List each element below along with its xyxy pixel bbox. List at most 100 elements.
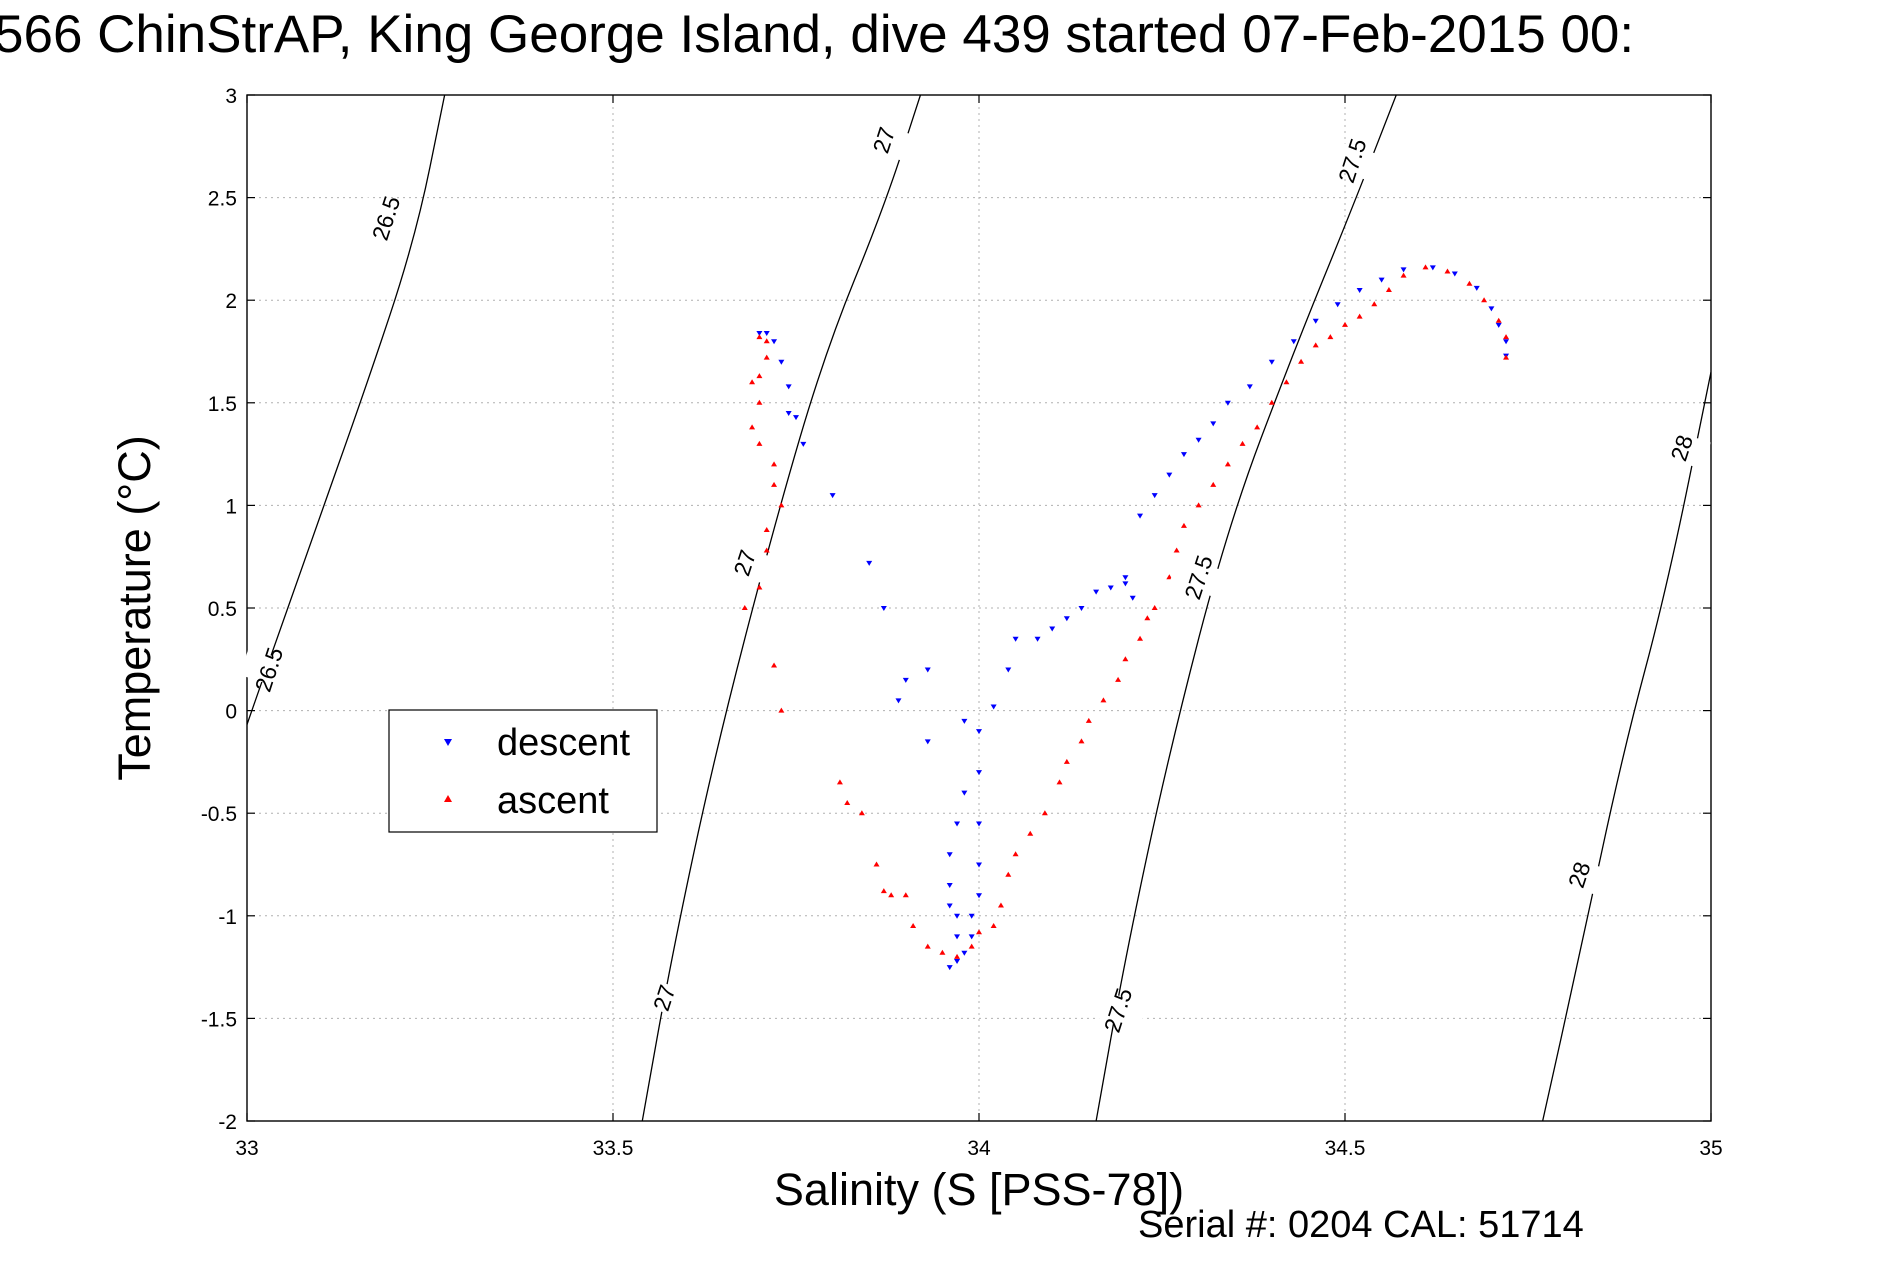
contour-label-bg [357, 196, 416, 240]
ascent-point [1180, 522, 1187, 528]
descent-point [946, 903, 953, 909]
ascent-point [902, 892, 909, 898]
contour-label-bg [239, 648, 299, 691]
descent-point [924, 739, 931, 745]
legend-descent-label: descent [497, 722, 631, 764]
x-tick-label: 35 [1699, 1137, 1722, 1160]
ascent-point [756, 584, 763, 590]
ascent-point [756, 440, 763, 446]
descent-point [800, 441, 807, 447]
descent-point [946, 965, 953, 971]
descent-point [902, 677, 909, 683]
density-contour-28 [1542, 371, 1711, 1121]
ascent-point [1137, 635, 1144, 641]
ascent-point [756, 373, 763, 379]
ascent-point [1085, 717, 1092, 723]
descent-point [1078, 606, 1085, 611]
ascent-point [771, 461, 778, 467]
y-tick-label: 1.5 [208, 393, 237, 416]
descent-point [1224, 400, 1231, 406]
descent-point [1107, 585, 1114, 591]
contour-label-bg [1550, 853, 1609, 897]
ascent-point [1166, 574, 1173, 580]
ascent-point [771, 481, 778, 487]
descent-point [976, 729, 982, 735]
descent-point [1290, 339, 1297, 345]
descent-point [968, 934, 975, 940]
descent-point [1122, 575, 1129, 581]
descent-point [1005, 667, 1012, 673]
y-tick-label: -1.5 [201, 1008, 237, 1031]
descent-point [1129, 595, 1136, 601]
contour-label-bg [854, 118, 913, 162]
descent-point [1312, 318, 1319, 324]
ascent-point [1041, 810, 1048, 816]
ascent-point [1063, 758, 1070, 764]
y-tick-label: 1 [225, 495, 237, 518]
x-tick-label: 34 [967, 1137, 991, 1160]
y-tick-label: 3 [225, 85, 237, 108]
descent-point [778, 359, 785, 365]
x-tick-label: 33.5 [593, 1137, 634, 1160]
ascent-series [741, 264, 1510, 959]
y-axis-label: Temperature (°C) [109, 435, 160, 781]
descent-point [756, 331, 763, 337]
descent-point [1151, 493, 1158, 499]
descent-point [976, 862, 982, 868]
legend-ascent-label: ascent [497, 780, 609, 822]
ascent-point [976, 929, 982, 935]
legend-ascent-marker [444, 795, 452, 802]
ascent-point [990, 923, 997, 929]
descent-point [961, 718, 968, 724]
ascent-point [778, 707, 785, 713]
ascent-point [1005, 871, 1012, 877]
ascent-point [888, 892, 895, 898]
ascent-point [844, 799, 851, 805]
descent-point [924, 667, 931, 673]
ascent-point [1298, 358, 1305, 364]
ascent-point [1151, 605, 1158, 610]
legend: descent ascent [388, 709, 658, 833]
ascent-point [1239, 440, 1246, 446]
ascent-point [1444, 268, 1451, 274]
ascent-point [749, 424, 756, 430]
descent-point [946, 852, 953, 858]
descent-point [895, 698, 902, 704]
ascent-point [997, 902, 1004, 908]
ascent-point [939, 949, 946, 955]
serial-cal-footer: Serial #: 0204 CAL: 51714 [1138, 1204, 1584, 1246]
ascent-point [1224, 461, 1231, 467]
ascent-point [954, 953, 961, 959]
ascent-point [1356, 313, 1363, 319]
ascent-point [1078, 738, 1085, 744]
ascent-point [1056, 779, 1063, 785]
ascent-point [1503, 354, 1510, 360]
ascent-point [1195, 502, 1202, 508]
descent-point [954, 934, 961, 940]
descent-point [1378, 277, 1385, 283]
descent-point [976, 821, 982, 827]
descent-point [1503, 339, 1510, 345]
descent-point [946, 883, 953, 889]
descent-point [785, 384, 792, 390]
descent-point [1122, 581, 1129, 587]
ascent-point [1210, 481, 1217, 487]
descent-series [756, 265, 1510, 971]
descent-point [1473, 285, 1480, 291]
descent-point [954, 913, 961, 919]
ascent-point [1173, 547, 1180, 553]
ascent-point [1027, 830, 1034, 836]
descent-point [1049, 626, 1056, 632]
ascent-point [1400, 272, 1407, 278]
ascent-point [1100, 697, 1107, 703]
contour-label-bg [1089, 988, 1148, 1032]
y-tick-label: 0 [225, 701, 237, 724]
y-tick-label: 2.5 [208, 188, 237, 211]
ascent-point [756, 399, 763, 405]
ascent-point [763, 527, 770, 533]
ascent-point [1115, 676, 1122, 682]
ascent-point [1254, 424, 1261, 430]
legend-descent-marker [444, 739, 452, 746]
ascent-point [836, 779, 843, 785]
contour-label-bg [1323, 139, 1382, 183]
